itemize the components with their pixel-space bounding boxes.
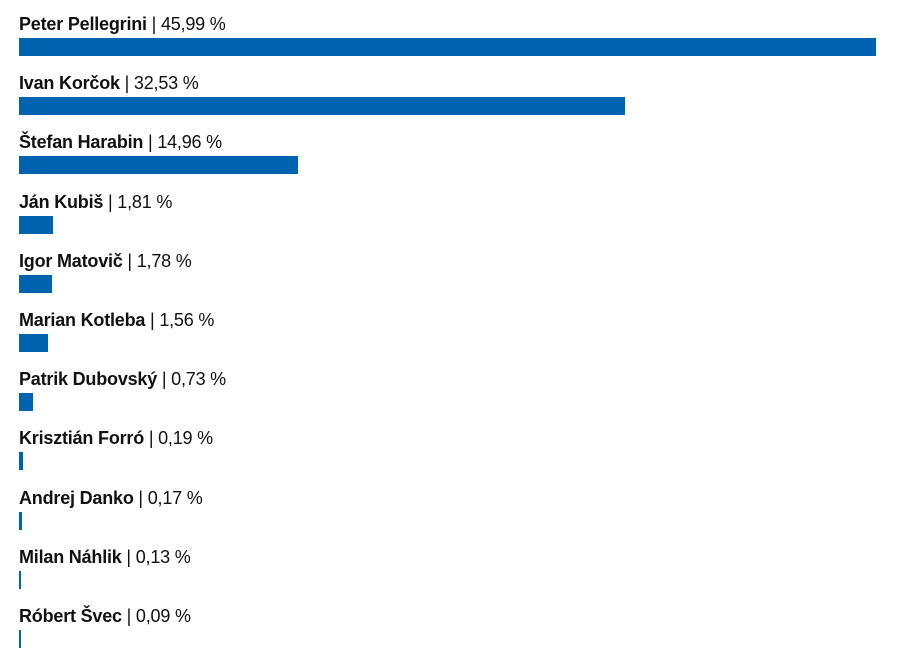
label-separator: | (103, 191, 118, 212)
bar-row: Ján Kubiš | 1,81 % (19, 188, 876, 247)
candidate-name: Ján Kubiš (19, 191, 104, 212)
value-label: 0,73 % (171, 369, 226, 390)
candidate-name: Štefan Harabin (19, 132, 144, 153)
bar (19, 629, 21, 648)
horizontal-bar-chart: Peter Pellegrini | 45,99 % Ivan Korčok | … (19, 10, 876, 661)
bar-row: Patrik Dubovský | 0,73 % (19, 365, 876, 424)
candidate-name: Ivan Korčok (19, 73, 120, 94)
label-separator: | (144, 428, 159, 449)
label-separator: | (157, 369, 172, 390)
candidate-name: Patrik Dubovský (19, 369, 158, 390)
bar (19, 97, 626, 116)
bar-row: Róbert Švec | 0,09 % (19, 602, 876, 661)
bar-label: Andrej Danko | 0,17 % (19, 486, 203, 510)
bar-label: Krisztián Forró | 0,19 % (19, 426, 213, 450)
bar-row: Andrej Danko | 0,17 % (19, 484, 876, 543)
bar (19, 452, 23, 471)
bar-label: Peter Pellegrini | 45,99 % (19, 12, 226, 36)
bar (19, 393, 33, 412)
bar-label: Milan Náhlik | 0,13 % (19, 545, 191, 569)
candidate-name: Peter Pellegrini (19, 14, 147, 34)
bar (19, 156, 298, 175)
bar-row: Marian Kotleba | 1,56 % (19, 306, 876, 365)
bar (19, 274, 53, 293)
value-label: 1,56 % (159, 309, 215, 330)
label-separator: | (145, 309, 160, 330)
value-label: 0,09 % (135, 605, 191, 626)
bar-row: Krisztián Forró | 0,19 % (19, 424, 876, 483)
label-separator: | (121, 605, 136, 626)
value-label: 1,78 % (136, 250, 192, 271)
bar-label: Patrik Dubovský | 0,73 % (19, 367, 226, 391)
candidate-name: Krisztián Forró (19, 428, 145, 449)
value-label: 1,81 % (117, 191, 173, 212)
candidate-name: Róbert Švec (19, 605, 122, 626)
bar (19, 215, 53, 234)
bar-label: Ivan Korčok | 32,53 % (19, 71, 199, 95)
candidate-name: Milan Náhlik (19, 546, 122, 567)
value-label: 32,53 % (133, 73, 199, 94)
candidate-name: Andrej Danko (19, 487, 134, 508)
label-separator: | (122, 250, 137, 271)
label-separator: | (119, 73, 134, 94)
bar (19, 333, 49, 352)
value-label: 45,99 % (160, 14, 226, 34)
label-separator: | (143, 132, 158, 153)
label-separator: | (146, 14, 161, 34)
value-label: 14,96 % (157, 132, 222, 153)
bar-row: Milan Náhlik | 0,13 % (19, 543, 876, 602)
value-label: 0,19 % (158, 428, 213, 449)
bar (19, 570, 22, 589)
bar-row: Igor Matovič | 1,78 % (19, 247, 876, 306)
bar-label: Štefan Harabin | 14,96 % (19, 130, 222, 154)
label-separator: | (133, 487, 148, 508)
bar (19, 38, 876, 56)
bar-row: Ivan Korčok | 32,53 % (19, 69, 876, 128)
bar-label: Róbert Švec | 0,09 % (19, 604, 191, 628)
bar-label: Igor Matovič | 1,78 % (19, 249, 192, 273)
candidate-name: Igor Matovič (19, 250, 123, 271)
bar (19, 511, 23, 530)
bar-label: Marian Kotleba | 1,56 % (19, 308, 214, 332)
label-separator: | (121, 546, 136, 567)
value-label: 0,13 % (135, 546, 191, 567)
bar-label: Ján Kubiš | 1,81 % (19, 190, 172, 214)
value-label: 0,17 % (147, 487, 203, 508)
bar-row: Peter Pellegrini | 45,99 % (19, 10, 876, 69)
candidate-name: Marian Kotleba (19, 309, 146, 330)
bar-row: Štefan Harabin | 14,96 % (19, 128, 876, 187)
